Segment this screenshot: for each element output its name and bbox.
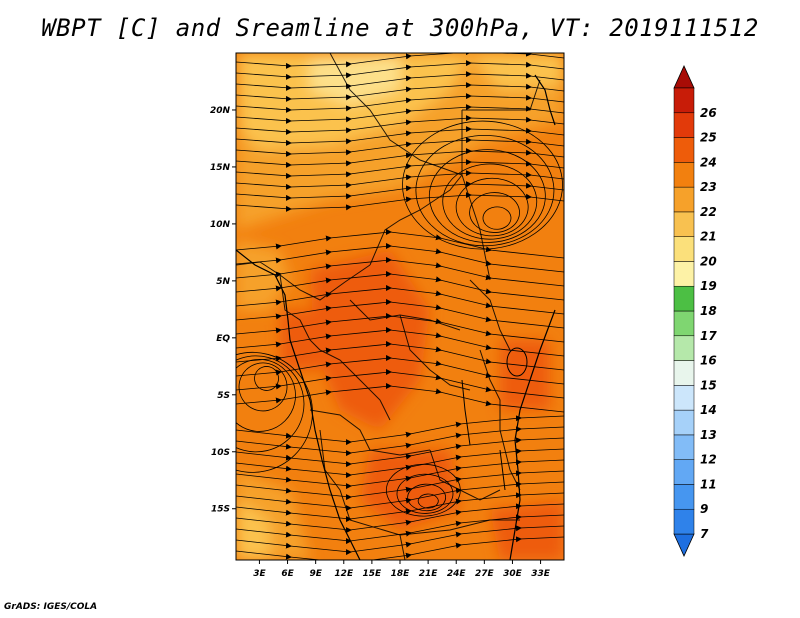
lat-tick-label: 5N xyxy=(216,277,230,287)
colorbar-swatch xyxy=(673,409,695,436)
colorbar-label: 19 xyxy=(700,279,717,293)
colorbar-label: 12 xyxy=(700,453,717,467)
colorbar-swatch xyxy=(673,261,695,287)
colorbar-label: 16 xyxy=(700,354,717,368)
streamline xyxy=(386,463,461,517)
streamline xyxy=(442,163,538,240)
colorbar-label: 14 xyxy=(700,403,717,417)
lon-tick-label: 15E xyxy=(363,569,383,579)
colorbar-label: 22 xyxy=(700,205,717,219)
colorbar-swatch xyxy=(673,285,695,312)
colorbar: 7 9 11 12 13 14 15 16 17 18 19 20 21 22 23 24 25 26 xyxy=(673,65,717,557)
colorbar-label: 23 xyxy=(700,180,717,194)
colorbar-swatch xyxy=(673,434,695,460)
colorbar-swatch xyxy=(673,137,695,163)
streamline xyxy=(417,493,439,509)
colorbar-label: 18 xyxy=(700,304,717,318)
lon-tick-label: 9E xyxy=(309,569,322,579)
longitude-axis: 3E 6E 9E 12E 15E 18E 21E 24E 27E 30E 33E xyxy=(253,560,551,579)
lat-tick-label: 15S xyxy=(211,505,230,515)
lon-tick-label: 33E xyxy=(531,569,551,579)
colorbar-top-arrow xyxy=(673,65,695,89)
lon-tick-label: 3E xyxy=(253,569,266,579)
credit-label: GrADS: IGES/COLA xyxy=(4,602,98,612)
colorbar-swatch xyxy=(673,508,695,535)
map-panel: 3E 6E 9E 12E 15E 18E 21E 24E 27E 30E 33E 20N 15N 10N… xyxy=(200,50,580,590)
latitude-axis: 20N 15N 10N 5N EQ 5S 10S 15S xyxy=(210,106,236,515)
lon-tick-label: 12E xyxy=(334,569,354,579)
colorbar-swatch xyxy=(673,360,695,386)
colorbar-label: 21 xyxy=(700,230,717,244)
colorbar-label: 17 xyxy=(700,329,717,343)
colorbar-label: 11 xyxy=(700,477,717,491)
streamline xyxy=(254,366,279,391)
streamline xyxy=(469,192,520,233)
streamline xyxy=(236,192,564,212)
lon-tick-label: 30E xyxy=(503,569,523,579)
colorbar-swatch xyxy=(673,186,695,213)
colorbar-label: 24 xyxy=(700,155,717,169)
lon-tick-label: 6E xyxy=(281,569,294,579)
colorbar-label: 25 xyxy=(700,131,717,145)
lon-tick-label: 24E xyxy=(447,569,467,579)
colorbar-bottom-arrow xyxy=(673,533,695,557)
lon-tick-label: 21E xyxy=(419,569,439,579)
lat-tick-label: 10N xyxy=(210,220,231,230)
streamline-map: 3E 6E 9E 12E 15E 18E 21E 24E 27E 30E 33E 20N 15N 10N… xyxy=(210,52,565,579)
colorbar-swatch xyxy=(673,162,695,188)
streamline xyxy=(455,177,529,237)
streamline xyxy=(236,359,296,432)
streamline xyxy=(396,473,454,514)
chart-title: WBPT [C] and Sreamline at 300hPa, VT: 20… xyxy=(41,14,759,42)
colorbar-label: 26 xyxy=(700,106,717,120)
colorbar-swatch xyxy=(673,310,695,337)
lat-tick-label: 15N xyxy=(210,163,231,173)
colorbar-label: 9 xyxy=(700,502,708,516)
streamline xyxy=(482,206,512,230)
colorbar-label: 15 xyxy=(700,378,717,392)
streamline xyxy=(236,382,564,413)
colorbar-swatch xyxy=(673,236,695,262)
colorbar-swatch xyxy=(673,459,695,485)
colorbar-label: 13 xyxy=(700,428,717,442)
lon-tick-label: 27E xyxy=(475,569,495,579)
streamline xyxy=(236,536,564,560)
colorbar-swatch xyxy=(673,385,695,411)
streamlines xyxy=(236,53,564,560)
colorbar-swatch xyxy=(673,484,695,510)
colorbar-swatch xyxy=(673,87,695,114)
colorbar-swatch xyxy=(673,211,695,237)
lon-tick-label: 18E xyxy=(391,569,411,579)
streamline xyxy=(238,362,288,412)
lat-tick-label: EQ xyxy=(216,334,230,344)
lat-tick-label: 5S xyxy=(217,391,230,401)
lat-tick-label: 10S xyxy=(211,448,230,458)
streamline xyxy=(407,483,446,512)
lat-tick-label: 20N xyxy=(210,106,231,116)
colorbar-swatch xyxy=(673,112,695,138)
colorbar-label: 7 xyxy=(700,527,709,541)
colorbar-label: 20 xyxy=(700,254,717,268)
colorbar-swatch xyxy=(673,335,695,361)
